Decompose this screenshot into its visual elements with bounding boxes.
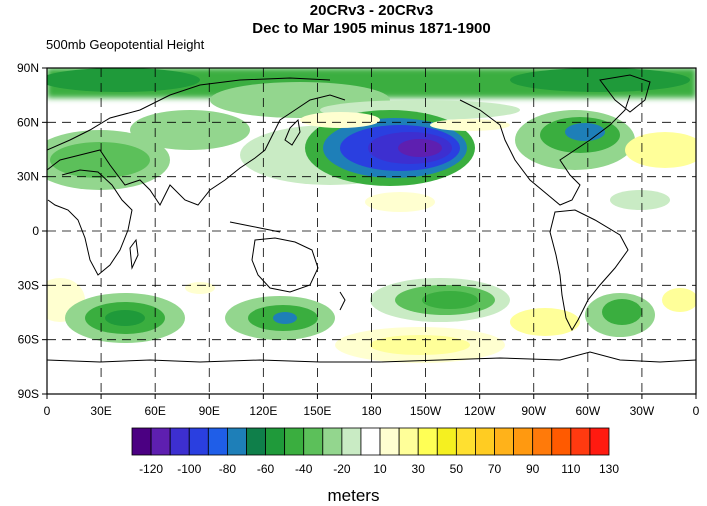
lat-label: 30N <box>17 170 39 184</box>
lon-label: 30E <box>90 404 111 418</box>
lon-label: 90W <box>521 404 546 418</box>
colorbar-swatch <box>455 427 476 456</box>
colorbar <box>131 427 610 456</box>
colorbar-swatch <box>532 427 553 456</box>
colorbar-labels: -120 -100 -80 -60 -40 -20 10 30 50 70 90 110 130 <box>139 462 619 476</box>
graticule <box>47 68 696 394</box>
colorbar-swatch <box>475 427 495 456</box>
colorbar-swatch <box>284 427 305 456</box>
lon-label: 120E <box>249 404 277 418</box>
title-line-2: Dec to Mar 1905 minus 1871-1900 <box>252 20 491 37</box>
lat-label: 90S <box>18 387 39 401</box>
colorbar-swatch <box>589 427 610 456</box>
lon-label: 90E <box>199 404 220 418</box>
colorbar-tick-label: 50 <box>450 462 464 476</box>
colorbar-tick-label: -120 <box>139 462 163 476</box>
lon-label: 30W <box>630 404 655 418</box>
colorbar-swatch <box>341 427 362 456</box>
lon-label: 60E <box>144 404 165 418</box>
colorbar-swatch <box>551 427 572 456</box>
colorbar-tick-label: 90 <box>526 462 540 476</box>
lon-label: 0 <box>693 404 700 418</box>
colorbar-tick-label: -20 <box>333 462 351 476</box>
colorbar-swatch <box>246 427 266 456</box>
lat-label: 60S <box>18 333 39 347</box>
colorbar-swatch <box>513 427 534 456</box>
colorbar-swatch <box>379 427 400 456</box>
lon-label: 60W <box>575 404 600 418</box>
title-line-1: 20CRv3 - 20CRv3 <box>309 2 434 19</box>
colorbar-swatch <box>226 427 247 456</box>
colorbar-swatch <box>207 427 228 456</box>
axis-ticks <box>42 67 697 399</box>
colorbar-tick-label: 30 <box>412 462 426 476</box>
colorbar-tick-label: 110 <box>561 462 580 476</box>
lon-label: 120W <box>464 404 496 418</box>
lat-label: 90N <box>17 61 39 75</box>
colorbar-swatch <box>494 427 514 456</box>
colorbar-swatch <box>360 427 381 456</box>
lon-label: 180 <box>361 404 381 418</box>
colorbar-swatch <box>169 427 190 456</box>
lat-label: 30S <box>18 278 39 292</box>
colorbar-tick-label: -100 <box>177 462 201 476</box>
colorbar-tick-label: -80 <box>219 462 237 476</box>
variable-label: 500mb Geopotential Height <box>46 37 205 52</box>
colorbar-swatch <box>398 427 419 456</box>
colorbar-tick-label: 70 <box>488 462 502 476</box>
colorbar-swatch <box>131 427 152 456</box>
colorbar-tick-label: -40 <box>295 462 313 476</box>
lon-label: 150W <box>410 404 442 418</box>
colorbar-swatch <box>150 427 171 456</box>
colorbar-swatch <box>188 427 209 456</box>
colorbar-tick-label: -60 <box>257 462 275 476</box>
colorbar-swatch <box>322 427 343 456</box>
lon-label: 150E <box>303 404 331 418</box>
units-label: meters <box>327 486 380 505</box>
colorbar-swatch <box>303 427 324 456</box>
colorbar-swatch <box>265 427 286 456</box>
colorbar-swatch <box>436 427 457 456</box>
latitude-labels: 90N 60N 30N 0 30S 60S 90S <box>17 61 39 401</box>
colorbar-tick-label: 10 <box>373 462 387 476</box>
longitude-labels: 0 30E 60E 90E 120E 150E 180 150W 120W 90W 60W 30W 0 <box>44 404 700 418</box>
lat-label: 0 <box>32 224 39 238</box>
lat-label: 60N <box>17 115 39 129</box>
colorbar-tick-label: 130 <box>599 462 619 476</box>
colorbar-swatch <box>570 427 591 456</box>
lon-label: 0 <box>44 404 51 418</box>
colorbar-swatch <box>417 427 438 456</box>
